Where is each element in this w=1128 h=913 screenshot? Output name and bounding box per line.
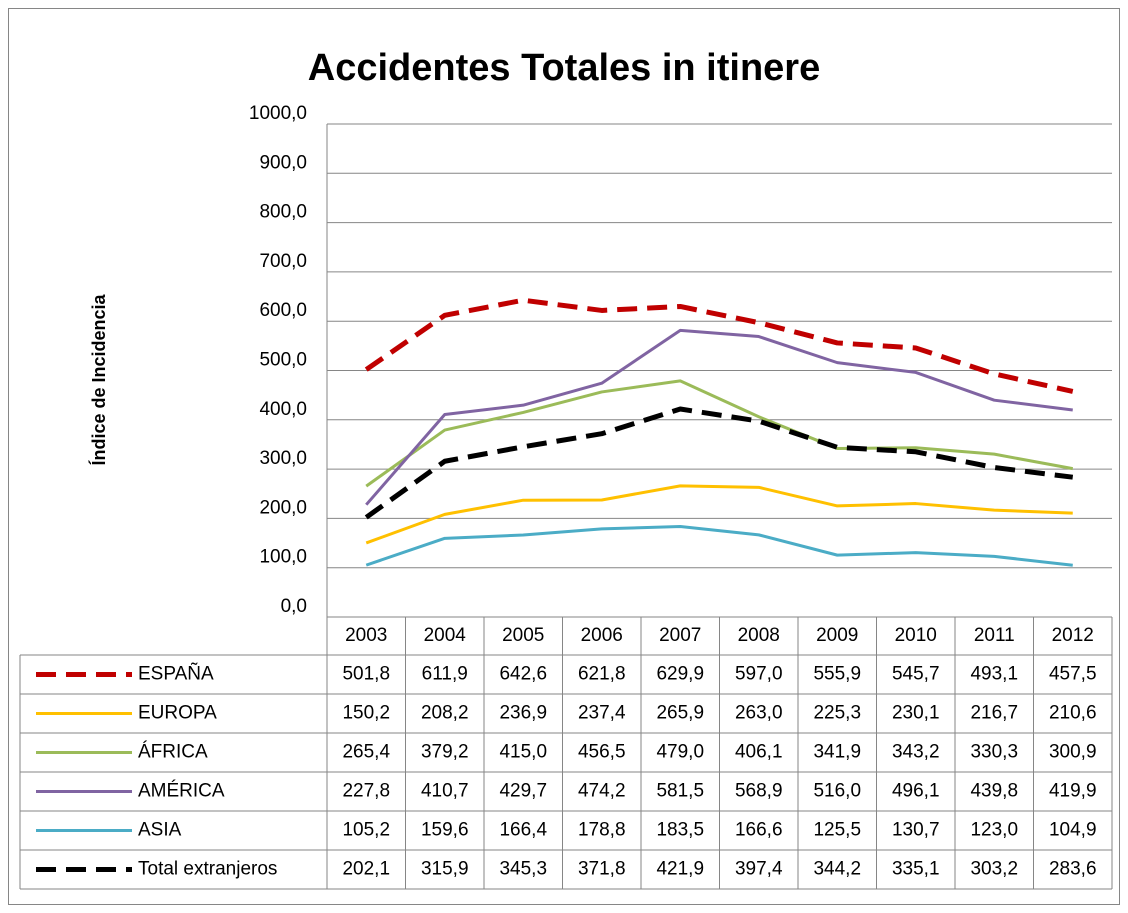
x-tick-label: 2007 (659, 625, 701, 646)
x-tick-label: 2006 (581, 625, 623, 646)
table-value: 230,1 (892, 703, 940, 724)
legend-label: ÁFRICA (138, 742, 208, 763)
table-value: 130,7 (892, 820, 940, 841)
table-value: 227,8 (342, 781, 390, 802)
table-value: 210,6 (1049, 703, 1097, 724)
table-value: 439,8 (970, 781, 1018, 802)
table-value: 208,2 (421, 703, 469, 724)
series-line (364, 406, 1074, 520)
table-value: 125,5 (813, 820, 861, 841)
table-value: 545,7 (892, 664, 940, 685)
table-value: 265,9 (656, 703, 704, 724)
table-value: 415,0 (499, 742, 547, 763)
table-value: 178,8 (578, 820, 626, 841)
table-value: 330,3 (970, 742, 1018, 763)
x-tick-label: 2009 (816, 625, 858, 646)
table-value: 237,4 (578, 703, 626, 724)
table-value: 150,2 (342, 703, 390, 724)
table-value: 225,3 (813, 703, 861, 724)
legend-label: Total extranjeros (138, 859, 277, 880)
series-line (365, 328, 1073, 506)
table-value: 265,4 (342, 742, 390, 763)
table-value: 429,7 (499, 781, 547, 802)
x-tick-label: 2005 (502, 625, 544, 646)
y-tick-label: 1000,0 (249, 103, 307, 124)
table-value: 341,9 (813, 742, 861, 763)
x-tick-label: 2010 (895, 625, 937, 646)
table-value: 343,2 (892, 742, 940, 763)
table-value: 344,2 (813, 859, 861, 880)
table-value: 283,6 (1049, 859, 1097, 880)
series-line (364, 297, 1074, 394)
y-tick-label: 100,0 (259, 547, 307, 568)
y-tick-label: 200,0 (259, 497, 307, 518)
table-value: 123,0 (970, 820, 1018, 841)
table-value: 315,9 (421, 859, 469, 880)
table-value: 642,6 (499, 664, 547, 685)
table-value: 166,4 (499, 820, 547, 841)
table-value: 496,1 (892, 781, 940, 802)
chart-title: Accidentes Totales in itinere (308, 47, 820, 89)
table-value: 629,9 (656, 664, 704, 685)
chart-border (8, 8, 1120, 905)
table-value: 421,9 (656, 859, 704, 880)
x-tick-label: 2008 (738, 625, 780, 646)
table-value: 371,8 (578, 859, 626, 880)
table-value: 406,1 (735, 742, 783, 763)
x-tick-label: 2004 (424, 625, 467, 646)
table-value: 597,0 (735, 664, 783, 685)
y-axis-label: Índice de Incidencia (88, 293, 109, 465)
table-value: 410,7 (421, 781, 469, 802)
table-value: 621,8 (578, 664, 626, 685)
series-line (365, 525, 1073, 567)
table-value: 183,5 (656, 820, 704, 841)
x-tick-label: 2012 (1052, 625, 1094, 646)
table-value: 611,9 (422, 664, 468, 685)
table-value: 501,8 (342, 664, 390, 685)
table-value: 379,2 (421, 742, 469, 763)
y-tick-label: 300,0 (259, 448, 307, 469)
x-tick-label: 2003 (345, 625, 387, 646)
y-tick-label: 700,0 (259, 251, 307, 272)
legend-label: ESPAÑA (138, 663, 214, 685)
table-value: 397,4 (735, 859, 783, 880)
y-tick-label: 900,0 (259, 152, 307, 173)
table-value: 104,9 (1049, 820, 1097, 841)
table-value: 159,6 (421, 820, 469, 841)
table-value: 419,9 (1049, 781, 1097, 802)
table-value: 236,9 (499, 703, 547, 724)
y-tick-label: 800,0 (259, 202, 307, 223)
table-value: 516,0 (813, 781, 861, 802)
x-tick-label: 2011 (974, 625, 1015, 646)
series-line (365, 484, 1073, 545)
legend-label: AMÉRICA (138, 781, 225, 802)
table-value: 105,2 (342, 820, 390, 841)
table-value: 303,2 (970, 859, 1018, 880)
table-value: 555,9 (813, 664, 861, 685)
table-value: 474,2 (578, 781, 626, 802)
y-tick-label: 0,0 (281, 596, 307, 617)
table-value: 581,5 (656, 781, 704, 802)
series-line (365, 379, 1074, 488)
table-value: 335,1 (892, 859, 940, 880)
y-tick-label: 500,0 (259, 350, 307, 371)
table-value: 568,9 (735, 781, 783, 802)
legend-label: EUROPA (138, 703, 217, 724)
y-tick-label: 600,0 (259, 300, 307, 321)
table-value: 456,5 (578, 742, 626, 763)
table-value: 479,0 (656, 742, 704, 763)
y-tick-label: 400,0 (259, 399, 307, 420)
table-value: 216,7 (970, 703, 1018, 724)
table-value: 345,3 (499, 859, 547, 880)
table-value: 457,5 (1049, 664, 1097, 685)
table-value: 300,9 (1049, 742, 1097, 763)
legend-label: ASIA (138, 820, 182, 841)
table-value: 493,1 (970, 664, 1018, 685)
table-value: 263,0 (735, 703, 783, 724)
table-value: 166,6 (735, 820, 783, 841)
table-value: 202,1 (342, 859, 390, 880)
